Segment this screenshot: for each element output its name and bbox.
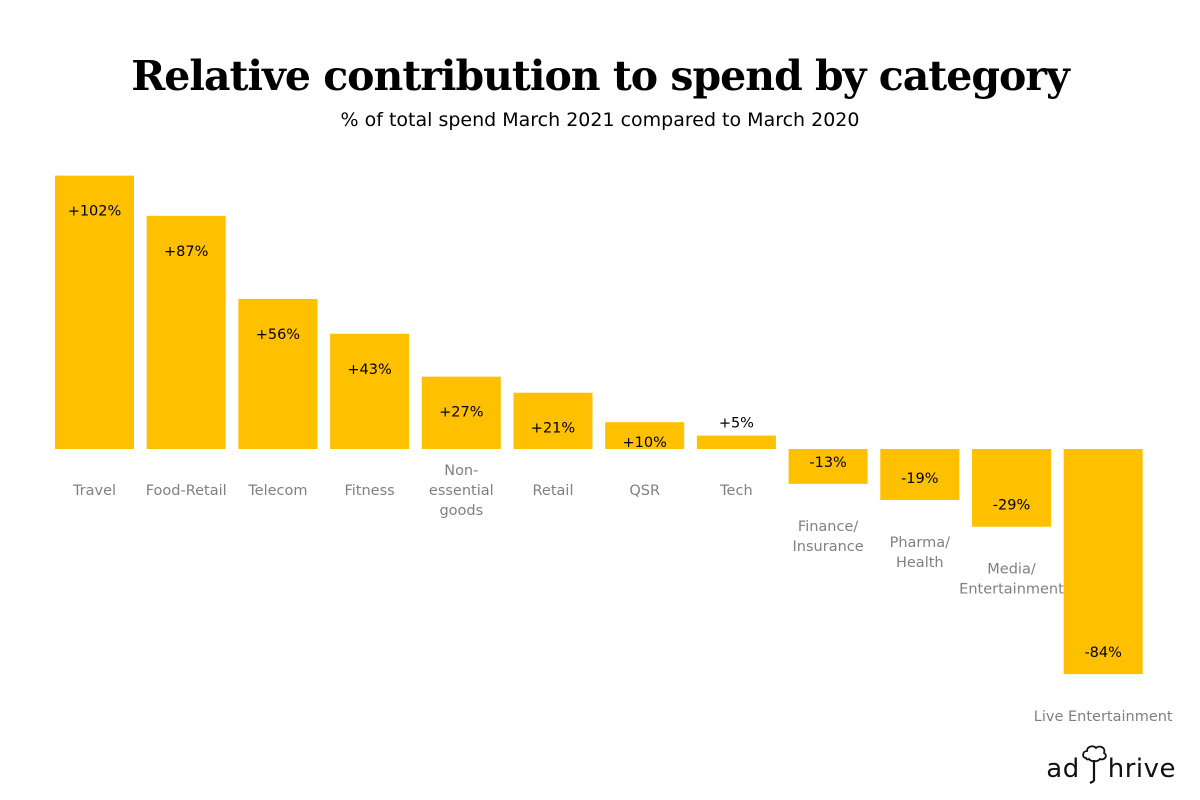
category-label: Pharma/ (890, 535, 951, 551)
category-label: Tech (719, 483, 752, 499)
category-label: essential (429, 483, 494, 499)
data-label: +21% (531, 421, 575, 437)
bar (696, 435, 776, 449)
data-label: -29% (993, 498, 1030, 514)
bar (880, 449, 960, 500)
data-label: +102% (68, 204, 122, 220)
bar (146, 215, 226, 449)
bar (605, 422, 685, 449)
category-label: Telecom (247, 483, 307, 499)
category-label: Entertainment (959, 582, 1064, 598)
data-label: +27% (439, 405, 483, 421)
category-label: goods (439, 503, 483, 519)
data-label: -19% (901, 471, 938, 487)
category-label: Travel (72, 483, 116, 499)
category-label: Fitness (344, 483, 394, 499)
bar (788, 449, 868, 484)
data-label: -13% (809, 455, 846, 471)
data-label: +10% (623, 435, 667, 451)
data-label: +43% (347, 362, 391, 378)
logo-text-left: ad (1046, 754, 1080, 784)
data-label: -84% (1084, 645, 1121, 661)
category-label: Non- (444, 463, 478, 479)
bar (972, 449, 1051, 527)
bar (330, 333, 410, 449)
bar (421, 376, 501, 449)
bar (1063, 449, 1143, 675)
category-label: Finance/ (798, 519, 858, 535)
bar (55, 175, 134, 449)
logo-text-right: hrive (1107, 754, 1176, 784)
category-label: Insurance (793, 539, 864, 555)
category-label: Health (896, 555, 944, 571)
category-label: Retail (533, 483, 574, 499)
bar (238, 298, 318, 449)
category-label: Food-Retail (146, 483, 227, 499)
data-label: +87% (164, 244, 208, 260)
data-label: +5% (719, 416, 754, 432)
category-label: Live Entertainment (1034, 709, 1173, 725)
chart-subtitle: % of total spend March 2021 compared to … (340, 109, 860, 131)
chart-title: Relative contribution to spend by catego… (131, 52, 1070, 100)
data-label: +56% (256, 327, 300, 343)
tree-icon (1081, 745, 1107, 784)
category-label: QSR (629, 483, 660, 499)
bar (513, 392, 593, 449)
adthrive-logo: ad hrive (1046, 744, 1176, 784)
category-label: Media/ (987, 562, 1036, 578)
